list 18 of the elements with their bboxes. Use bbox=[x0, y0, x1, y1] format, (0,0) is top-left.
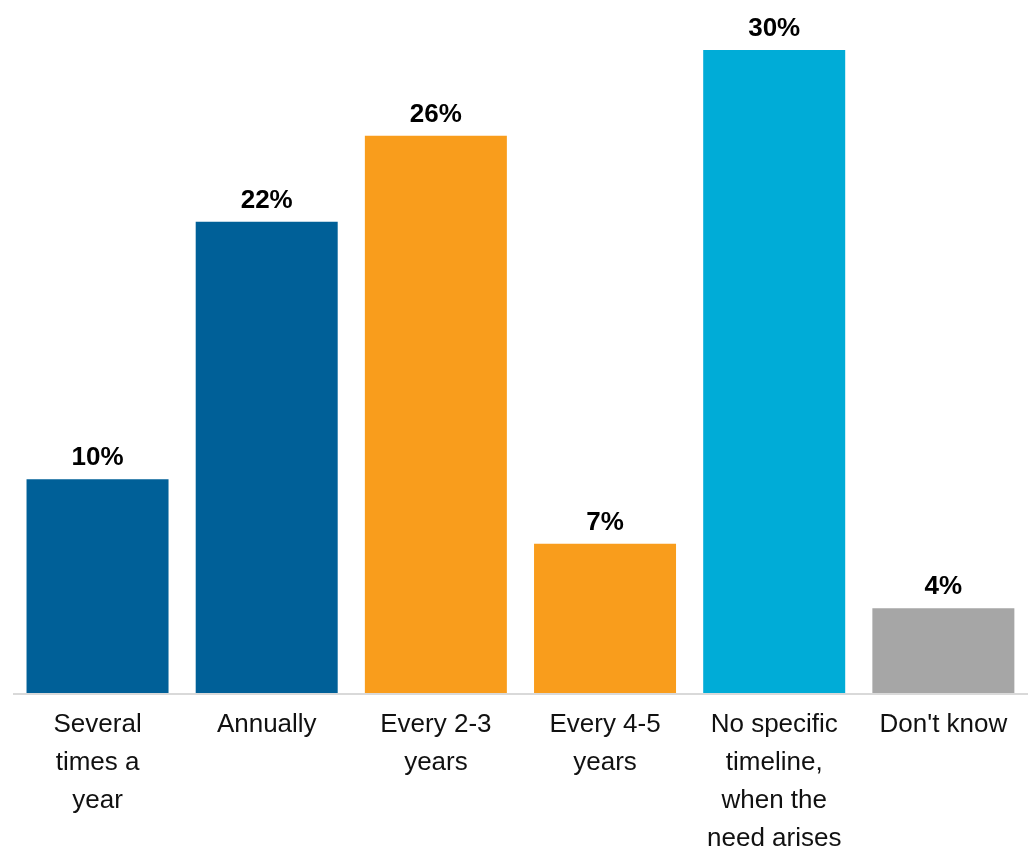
bar bbox=[195, 221, 338, 694]
x-tick-label: No specific timeline, when the need arises bbox=[707, 708, 842, 852]
data-label: 7% bbox=[586, 505, 624, 536]
x-tick-label: Every 4-5 years bbox=[549, 708, 661, 776]
x-tick-label: Several times a year bbox=[53, 708, 142, 814]
x-tick-label: Annually bbox=[216, 708, 317, 738]
data-label: 4% bbox=[924, 570, 963, 601]
bar bbox=[26, 479, 169, 694]
bar bbox=[534, 543, 677, 694]
data-label: 22% bbox=[240, 183, 293, 214]
data-label: 26% bbox=[409, 97, 462, 128]
bar bbox=[703, 50, 846, 694]
data-label: 10% bbox=[71, 441, 124, 472]
data-label: 30% bbox=[748, 12, 801, 42]
bar bbox=[364, 135, 507, 694]
bar bbox=[872, 608, 1015, 694]
x-tick-label: Don't know bbox=[879, 708, 1008, 738]
x-tick-label: Every 2-3 years bbox=[380, 708, 492, 776]
